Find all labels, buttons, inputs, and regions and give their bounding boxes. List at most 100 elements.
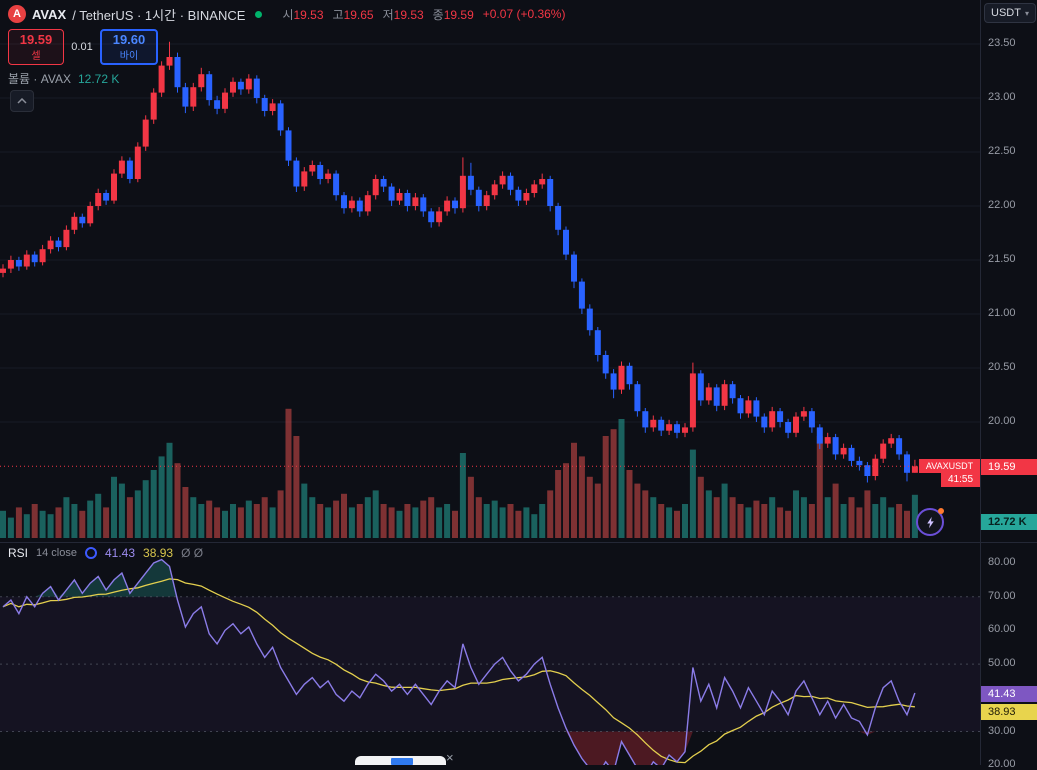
price-chart[interactable]	[0, 0, 980, 543]
rsi-chart[interactable]	[0, 543, 980, 765]
candle-body	[166, 57, 173, 66]
volume-bar	[134, 490, 141, 538]
price-axis[interactable]: 19.59 12.72 K 41.43 38.93 23.50 23.00 22.5…	[980, 0, 1037, 770]
candle-body	[206, 74, 213, 101]
volume-bar	[650, 497, 657, 538]
rsi-axis-label: 80.00	[988, 556, 1016, 568]
volume-bar	[222, 510, 228, 538]
candle-body	[904, 454, 910, 473]
candle-body	[634, 384, 641, 412]
pane-divider[interactable]	[0, 542, 1037, 543]
volume-bar	[761, 504, 768, 538]
volume-bar	[888, 507, 895, 538]
candle-body	[547, 179, 554, 206]
last-price-badge: 19.59	[981, 459, 1037, 475]
volume-bar	[705, 490, 712, 538]
collapse-legend-button[interactable]	[10, 90, 34, 112]
candle-body	[729, 384, 736, 399]
candle-body	[737, 398, 744, 414]
quick-trade-button[interactable]	[916, 508, 944, 536]
volume-bar	[721, 483, 728, 538]
volume-bar	[253, 504, 260, 538]
candle-body	[483, 195, 490, 206]
bar-countdown-label: 41:55	[941, 473, 980, 487]
banner-image	[391, 758, 413, 765]
volume-bar	[39, 510, 46, 538]
volume-bar	[269, 507, 276, 538]
volume-bar	[832, 483, 839, 538]
currency-dropdown[interactable]: USDT ▾	[984, 3, 1036, 23]
candle-body	[571, 254, 577, 282]
candle-body	[682, 427, 688, 433]
volume-bar	[531, 514, 538, 538]
candle-body	[856, 460, 863, 466]
candle-body	[610, 373, 617, 390]
volume-bar	[713, 497, 720, 538]
price-axis-label: 20.50	[988, 361, 1016, 373]
candle-body	[158, 65, 165, 93]
candle-body	[396, 193, 403, 201]
price-axis-label: 22.00	[988, 199, 1016, 211]
volume-bar	[808, 504, 815, 538]
volume-bar	[523, 507, 530, 538]
candle-body	[840, 447, 847, 455]
volume-bar	[578, 456, 585, 538]
symbol-price-label: AVAXUSDT	[919, 459, 980, 473]
candle-body	[134, 146, 141, 179]
candle-body	[896, 438, 903, 455]
candle-body	[769, 411, 776, 428]
rsi-value-badge: 41.43	[981, 686, 1037, 702]
volume-bar	[420, 500, 427, 538]
volume-bar	[333, 500, 340, 538]
candle-body	[7, 260, 14, 269]
ohlc-values: 시19.53 고19.65 저19.53 종19.59 +0.07 (+0.36…	[282, 6, 565, 23]
volume-bar	[206, 500, 213, 538]
volume-bar	[571, 442, 577, 538]
volume-bar	[341, 493, 347, 538]
candle-body	[198, 74, 205, 88]
indicator-status-icon[interactable]	[85, 547, 97, 559]
spread-value: 0.01	[71, 41, 93, 53]
candle-body	[689, 373, 696, 428]
volume-bar	[785, 510, 792, 538]
buy-button[interactable]: 19.60 바이	[100, 29, 158, 65]
market-status-icon[interactable]	[255, 10, 263, 18]
volume-bar	[904, 510, 910, 538]
candle-body	[325, 173, 332, 179]
volume-bar	[880, 497, 887, 538]
bottom-banner[interactable]	[355, 756, 446, 765]
volume-bar	[190, 497, 197, 538]
symbol-title[interactable]: AVAX	[32, 6, 67, 22]
candle-body	[380, 179, 387, 187]
low-value: 19.53	[393, 7, 424, 22]
candle-body	[555, 206, 562, 230]
volume-bar	[896, 504, 903, 538]
candle-body	[467, 175, 474, 190]
close-label: 종	[432, 7, 444, 22]
volume-bar	[547, 490, 554, 538]
volume-bar	[848, 497, 855, 538]
volume-bar	[840, 504, 847, 538]
symbol-title-details[interactable]: / TetherUS · 1시간 · BINANCE	[72, 7, 246, 23]
candle-body	[388, 186, 395, 201]
candle-body	[523, 193, 530, 201]
volume-bar	[475, 497, 482, 538]
candle-body	[39, 249, 46, 263]
volume-bar	[198, 504, 205, 538]
candle-body	[888, 438, 895, 444]
volume-legend[interactable]: 볼륨 · AVAX 12.72 K	[8, 70, 119, 87]
volume-bar	[166, 442, 173, 538]
volume-bar	[79, 510, 86, 538]
volume-bar	[103, 507, 110, 538]
candle-body	[420, 197, 427, 212]
volume-bar	[301, 483, 308, 538]
sell-button[interactable]: 19.59 셀	[8, 29, 64, 65]
change-value: +0.07 (+0.36%)	[482, 7, 566, 21]
close-icon[interactable]: ×	[446, 750, 454, 765]
volume-bar	[467, 476, 474, 538]
candle-body	[301, 171, 308, 187]
lightning-icon	[926, 516, 934, 528]
volume-bar	[689, 449, 696, 538]
candle-body	[785, 422, 792, 433]
rsi-legend[interactable]: RSI 14 close 41.43 38.93 Ø Ø	[8, 546, 203, 560]
